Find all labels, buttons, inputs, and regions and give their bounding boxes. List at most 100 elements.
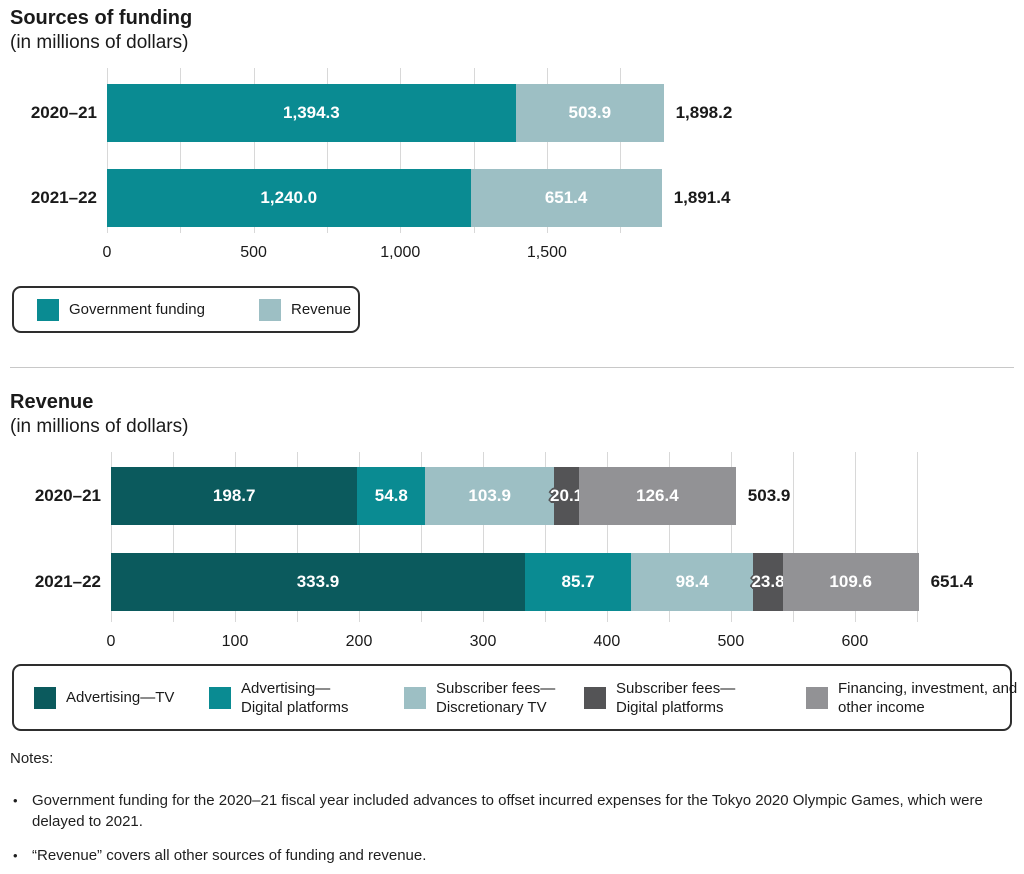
bullet-icon: • [13, 848, 18, 863]
legend-entry: Subscriber fees— Discretionary TV [404, 666, 555, 729]
legend-label-line: Digital platforms [616, 698, 724, 716]
bar-value-label: 126.4 [636, 486, 679, 505]
legend-swatch [34, 686, 56, 709]
gridline [107, 68, 108, 233]
legend-label: Advertising—TV [66, 688, 174, 707]
legend-label-line: Subscriber fees— [616, 679, 736, 697]
chart1-subtitle: (in millions of dollars) [10, 32, 189, 53]
bar-value-label: 20.1 [550, 486, 584, 505]
gridline [546, 68, 548, 233]
bar-value-label: 85.7 [561, 572, 595, 591]
bar-value-label: 23.8 [751, 572, 785, 591]
note-item: • Government funding for the 2020–21 fis… [10, 790, 995, 832]
legend-label-line: Subscriber fees— [436, 679, 556, 697]
gridline [326, 68, 328, 233]
legend-label-line: Advertising—TV [66, 689, 175, 706]
bar-value-label: 198.7 [212, 486, 256, 505]
legend-label-line: other income [838, 698, 925, 716]
gridline [359, 452, 360, 622]
bar-segment [554, 467, 579, 525]
legend-label-line: Revenue [291, 301, 352, 318]
x-tick-label: 100 [221, 633, 249, 650]
chart1-title: Sources of funding [10, 7, 193, 29]
bar-segment [579, 467, 736, 525]
gridline [854, 452, 856, 622]
category-label: 2020–21 [30, 103, 97, 122]
gridline [400, 68, 402, 233]
bar-segment [111, 467, 358, 525]
bar-total-label: 651.4 [930, 572, 974, 591]
legend-entry: Financing, investment, and other income [806, 666, 1017, 729]
legend-entry: Government funding [37, 288, 205, 331]
x-tick-label: 600 [841, 633, 869, 650]
gridline [792, 452, 794, 622]
gridline [483, 452, 484, 622]
x-tick-label: 300 [469, 633, 497, 650]
x-tick-label: 0 [106, 633, 116, 650]
legend-entry: Subscriber fees— Digital platforms [584, 666, 735, 729]
gridline [544, 452, 546, 622]
bullet-icon: • [13, 793, 18, 808]
gridline [916, 452, 918, 622]
x-tick-label: 1,000 [380, 244, 421, 261]
bar-segment [425, 467, 555, 525]
bar-total-label: 503.9 [747, 486, 791, 505]
x-tick-label: 500 [240, 244, 267, 261]
bar-value-label: 503.9 [568, 103, 612, 122]
gridline [111, 452, 112, 622]
legend-swatch [404, 686, 426, 709]
legend-entry: Advertising— Digital platforms [209, 666, 349, 729]
legend-swatch [37, 298, 59, 321]
legend-entry: Revenue [259, 288, 351, 331]
legend-label-line: Digital platforms [241, 698, 349, 716]
chart2-subtitle: (in millions of dollars) [10, 416, 189, 437]
bar-segment [631, 553, 754, 611]
legend-label: Subscriber fees— Digital platforms [616, 679, 735, 717]
notes-section: Notes: • Government funding for the 2020… [10, 748, 995, 866]
bar-value-label: 109.6 [829, 572, 872, 591]
legend-label-line: Discretionary TV [436, 698, 547, 716]
gridline [606, 452, 608, 622]
bar-segment [525, 553, 632, 611]
note-item: • “Revenue” covers all other sources of … [10, 845, 995, 866]
gridline [235, 452, 236, 622]
category-label: 2021–22 [30, 188, 97, 207]
legend-label: Advertising— Digital platforms [241, 679, 349, 717]
chart1-legend: Government funding Revenue [12, 286, 360, 333]
x-tick-label: 200 [345, 633, 373, 650]
gridline [620, 68, 622, 233]
notes-heading: Notes: [10, 750, 54, 767]
gridline [173, 452, 174, 622]
category-label: 2020–21 [34, 486, 101, 505]
legend-label: Government funding [69, 300, 205, 319]
legend-swatch [806, 686, 828, 709]
x-tick-label: 1,500 [526, 244, 567, 261]
bar-value-label: 54.8 [374, 486, 408, 505]
bar-value-label: 1,240.0 [260, 188, 318, 207]
gridline [668, 452, 670, 622]
chart2-legend: Advertising—TV Advertising— Digital platfo… [12, 664, 1017, 731]
legend-label: Subscriber fees— Discretionary TV [436, 679, 555, 717]
gridline [180, 68, 182, 233]
bar-value-label: 1,394.3 [283, 103, 340, 122]
legend-label-line: Government funding [69, 301, 205, 318]
legend-entry: Advertising—TV [34, 666, 174, 729]
legend-label-line: Financing, investment, and [838, 679, 1018, 697]
bar-segment [357, 467, 426, 525]
legend-swatch [209, 686, 231, 709]
legend-label: Revenue [291, 300, 351, 319]
legend-label: Financing, investment, and other income [838, 679, 1017, 717]
chart2-title: Revenue [10, 391, 94, 413]
x-tick-label: 500 [717, 633, 745, 650]
bar-value-label: 333.9 [296, 572, 340, 591]
bar-total-label: 1,898.2 [675, 103, 733, 122]
bar-segment [107, 84, 516, 142]
legend-swatch [584, 686, 606, 709]
bar-value-label: 98.4 [675, 572, 709, 591]
gridline [473, 68, 475, 233]
legend-label-line: Advertising— [241, 679, 331, 697]
bar-segment [782, 553, 919, 611]
note-text: Government funding for the 2020–21 fisca… [32, 792, 983, 830]
bar-segment [470, 169, 662, 227]
